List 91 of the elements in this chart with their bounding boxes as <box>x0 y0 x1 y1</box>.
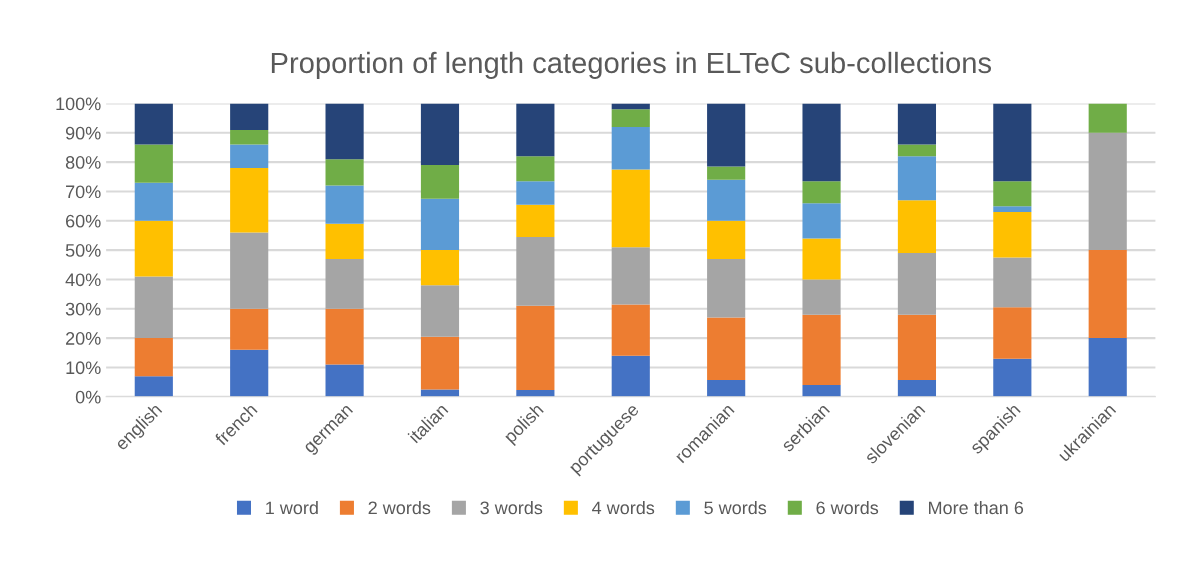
bar <box>1088 103 1127 133</box>
legend-label: More than 6 <box>929 500 1024 515</box>
bar <box>134 220 173 277</box>
bar <box>993 103 1032 182</box>
bar <box>325 308 364 365</box>
bar <box>707 317 746 381</box>
bar <box>516 156 555 182</box>
bar <box>325 103 364 160</box>
y-tick-label: 90% <box>65 126 101 140</box>
y-tick-label: 70% <box>66 185 101 199</box>
y-tick-label: 40% <box>65 273 101 287</box>
bar <box>420 336 460 390</box>
legend-label: 1 word <box>266 500 318 515</box>
chart-title: Proportion of length categories in ELTeC sub-collections <box>271 51 992 79</box>
bar <box>230 232 269 309</box>
bar <box>1088 250 1127 339</box>
y-tick-label: 80% <box>65 156 101 169</box>
bar <box>897 253 937 315</box>
bar <box>325 185 364 224</box>
bar <box>1088 132 1127 251</box>
legend-label: 6 words <box>816 500 879 515</box>
bar <box>707 258 746 318</box>
bar <box>420 285 460 337</box>
bar <box>516 181 555 205</box>
y-tick-label: 60% <box>66 214 101 228</box>
bar <box>516 305 555 391</box>
bar <box>802 203 841 239</box>
bar <box>134 276 173 339</box>
bar <box>1088 338 1127 397</box>
bar <box>516 236 555 306</box>
legend-label: 5 words <box>704 500 767 515</box>
y-tick-label: 50% <box>65 244 101 257</box>
bar <box>516 204 555 237</box>
bar <box>993 257 1032 308</box>
bar <box>420 389 460 397</box>
bar <box>611 169 650 248</box>
bar <box>134 338 173 377</box>
y-tick-label: 100% <box>56 97 101 111</box>
bar <box>134 144 173 183</box>
bar <box>707 220 746 259</box>
bar <box>325 364 364 397</box>
bar <box>897 314 937 381</box>
bar <box>516 103 555 157</box>
bar <box>611 304 650 356</box>
bar <box>993 307 1032 359</box>
legend-label: 2 words <box>368 500 431 515</box>
bar <box>802 279 841 315</box>
legend-label: 3 words <box>480 500 543 515</box>
bar <box>230 168 269 233</box>
bar <box>230 349 269 397</box>
bar <box>897 200 937 254</box>
bar <box>802 385 841 397</box>
bar <box>993 181 1032 207</box>
bar <box>802 314 841 386</box>
bar <box>420 103 460 166</box>
bar <box>134 103 173 145</box>
bar <box>611 109 650 127</box>
bar <box>802 238 841 280</box>
bar <box>420 165 460 199</box>
bar <box>230 308 269 350</box>
bar <box>134 182 173 221</box>
bar <box>325 159 364 186</box>
legend-label: 4 words <box>592 500 655 515</box>
bar <box>993 358 1032 397</box>
bar <box>993 206 1032 212</box>
y-tick-label: 20% <box>66 332 101 345</box>
bar <box>897 156 937 201</box>
bar <box>897 103 937 145</box>
bar <box>707 103 746 167</box>
bar <box>230 103 269 130</box>
bar <box>134 376 173 397</box>
bar <box>611 355 650 397</box>
bar <box>420 198 460 251</box>
bar <box>802 103 841 182</box>
bar <box>897 380 937 397</box>
bar <box>325 223 364 259</box>
bar <box>611 126 650 170</box>
y-tick-label: 0% <box>75 390 101 404</box>
bar <box>611 247 650 305</box>
bar <box>707 166 746 180</box>
bar <box>707 380 746 397</box>
y-tick-label: 30% <box>65 302 101 316</box>
bar <box>420 250 460 286</box>
bar <box>325 258 364 309</box>
bar <box>897 144 937 157</box>
bar <box>993 212 1032 258</box>
bar <box>802 181 841 204</box>
bar <box>230 129 269 145</box>
bar <box>707 179 746 221</box>
bar <box>230 144 269 169</box>
y-tick-label: 10% <box>66 361 101 375</box>
